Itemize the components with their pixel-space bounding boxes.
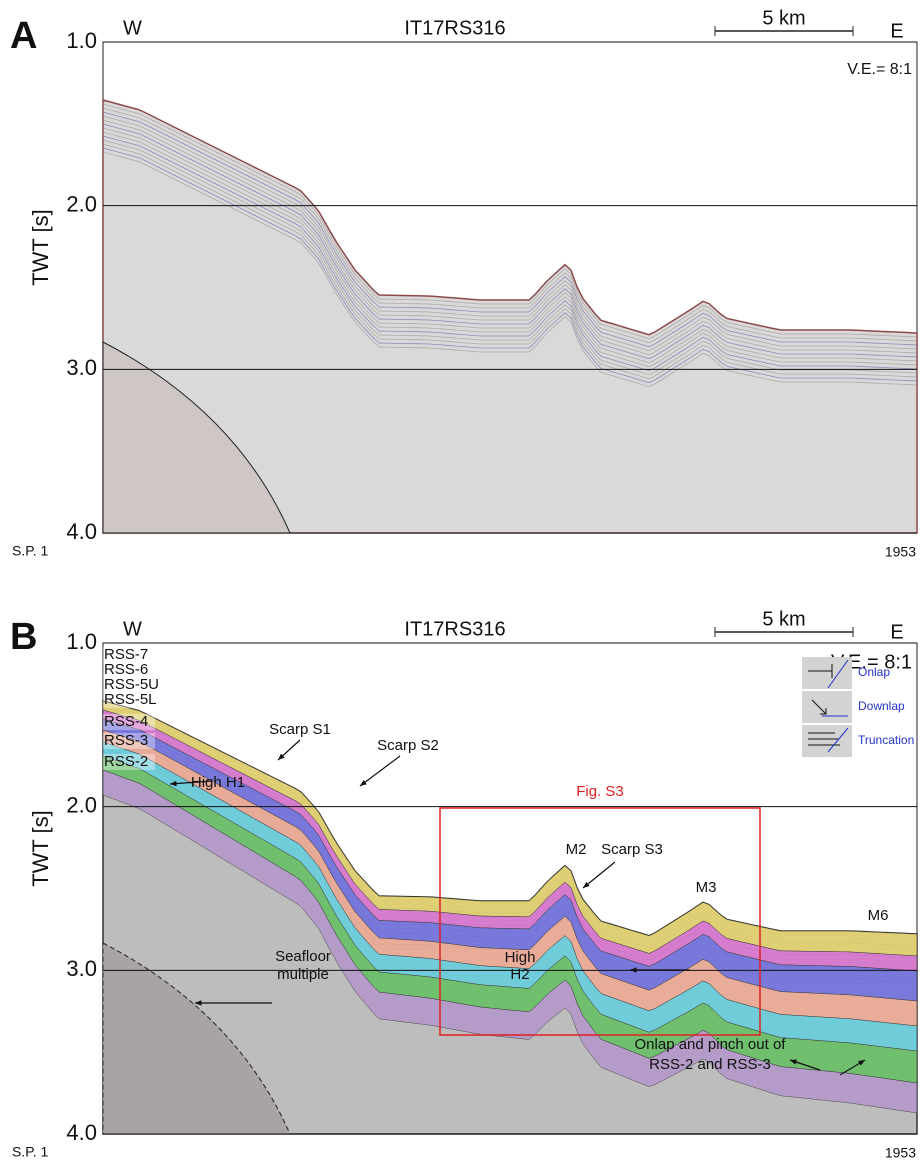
annotation: Scarp S2 [377,737,439,754]
legend-icon [827,727,849,753]
legend-icon [811,699,827,715]
unit-label: RSS-5L [104,691,157,708]
annotation: High [505,949,536,966]
title: IT17RS316 [404,618,505,640]
scale-label: 5 km [762,608,805,630]
annotation: Scarp S3 [601,841,663,858]
legend-label: Onlap [858,665,890,679]
annotation: Scarp S1 [269,721,331,738]
reflector [102,135,918,372]
arrow [359,755,401,787]
reflector [102,123,918,360]
y-tick-label: 1.0 [66,28,97,53]
annotation: Seafloor [275,948,331,965]
scale-label: 5 km [762,7,805,29]
unit-label-bg [103,754,155,770]
y-tick-label: 3.0 [66,355,97,380]
legend-label: Downlap [858,699,905,713]
panel-label: A [10,15,37,57]
annotation: M6 [868,907,889,924]
unit-label: RSS-2 [104,753,148,770]
reflector [102,119,918,356]
legend-label: Truncation [858,733,914,747]
inset-box [439,807,761,1036]
reflector [102,103,918,340]
annotation: multiple [277,966,329,983]
unit-label-bg [103,692,155,708]
arrow-head [170,780,177,787]
shot-point-start: S.P. 1 [12,543,49,559]
panel-label: B [10,616,37,658]
unit-label-bg [103,662,155,678]
annotation: M2 [566,841,587,858]
reflector [102,139,918,376]
reflector [102,151,918,388]
unit-label: RSS-3 [104,732,148,749]
shot-point-start: S.P. 1 [12,1144,49,1160]
unit-label-bg [103,733,155,749]
y-tick-label: 3.0 [66,956,97,981]
annotation: High H1 [191,774,245,791]
unit-label-bg [103,677,155,693]
reflector [102,127,918,364]
annotation: RSS-2 and RSS-3 [649,1056,771,1073]
legend-icon [808,664,833,678]
west-label: W [123,17,142,39]
annotation: M3 [696,879,717,896]
shot-point-end: 1953 [885,544,916,560]
unit-label: RSS-4 [104,713,148,730]
legend-box [802,657,852,689]
legend-box [802,725,852,757]
annotation: H2 [510,966,529,983]
y-axis-label: TWT [s] [28,810,53,887]
shot-point-end: 1953 [885,1145,916,1161]
legend-icon [808,732,840,746]
y-axis-label: TWT [s] [28,209,53,286]
reflector [102,107,918,344]
reflector [102,131,918,368]
arrow [582,861,616,889]
unit-label: RSS-6 [104,661,148,678]
seismic-body [102,99,918,534]
y-tick-label: 4.0 [66,1120,97,1145]
legend-box [802,691,852,723]
annotation: Onlap and pinch out of [635,1036,787,1053]
reflector [102,111,918,348]
y-tick-label: 2.0 [66,792,97,817]
reflector [102,115,918,352]
unit-layer [102,769,918,1114]
arrow-head [195,1000,202,1006]
east-label: E [890,621,903,643]
arrow-head [583,881,590,888]
arrow-head [278,753,285,760]
inset-label: Fig. S3 [576,783,624,800]
y-tick-label: 2.0 [66,191,97,216]
y-tick-label: 1.0 [66,629,97,654]
unit-label-bg [103,647,155,663]
arrow-head [858,1060,865,1066]
reflector [102,147,918,384]
y-tick-label: 4.0 [66,519,97,544]
arrow-head [360,779,367,786]
reflector [102,143,918,380]
legend-icon [827,659,849,689]
title: IT17RS316 [404,17,505,39]
east-label: E [890,20,903,42]
unit-label: RSS-5U [104,676,159,693]
unit-label-bg [103,714,155,730]
vertical-exaggeration: V.E.= 8:1 [847,61,912,78]
multiple [102,942,291,1135]
arrow-head [790,1059,797,1065]
arrow [169,780,213,785]
west-label: W [123,618,142,640]
multiple [102,341,291,534]
unit-label: RSS-7 [104,646,148,663]
arrow-head [630,967,637,973]
